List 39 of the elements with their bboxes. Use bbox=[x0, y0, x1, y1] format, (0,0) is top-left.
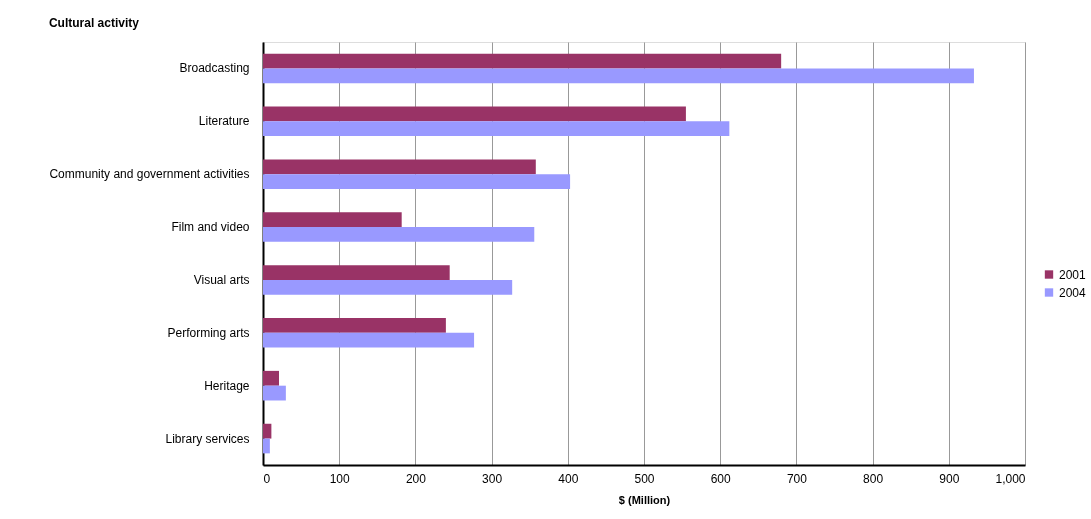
bar bbox=[263, 385, 286, 401]
y-tick-label: Library services bbox=[165, 431, 250, 446]
bar bbox=[263, 279, 513, 295]
bar bbox=[263, 212, 402, 228]
bar bbox=[263, 53, 782, 69]
x-axis-title: $ (Million) bbox=[618, 493, 671, 506]
y-tick-label: Visual arts bbox=[193, 272, 250, 287]
bar bbox=[263, 265, 450, 280]
bar bbox=[263, 332, 475, 348]
x-tick-label: 300 bbox=[482, 471, 503, 486]
x-tick-label: 400 bbox=[558, 471, 579, 486]
bar bbox=[263, 438, 270, 454]
legend-label: 2001 bbox=[1059, 267, 1087, 282]
bar bbox=[263, 370, 279, 386]
x-tick-label: 700 bbox=[786, 471, 808, 486]
x-tick-label: 100 bbox=[329, 471, 351, 486]
bar bbox=[263, 227, 535, 242]
bar bbox=[263, 159, 536, 175]
legend-label: 2004 bbox=[1059, 285, 1087, 300]
x-tick-label: 800 bbox=[863, 471, 884, 486]
x-tick-label: 500 bbox=[634, 471, 655, 486]
bar bbox=[263, 174, 571, 189]
x-tick-label: 200 bbox=[405, 471, 427, 486]
x-tick-label: 0 bbox=[263, 471, 271, 486]
y-tick-label: Performing arts bbox=[167, 325, 250, 340]
x-tick-label: 900 bbox=[939, 471, 960, 486]
y-tick-label: Community and government activities bbox=[49, 167, 250, 182]
bar bbox=[263, 68, 974, 84]
bar bbox=[263, 121, 730, 137]
bar bbox=[263, 318, 446, 333]
bar bbox=[263, 423, 272, 439]
y-tick-label: Broadcasting bbox=[179, 61, 250, 76]
x-tick-label: 1,000 bbox=[995, 471, 1026, 486]
y-tick-label: Heritage bbox=[204, 378, 250, 393]
x-tick-label: 600 bbox=[710, 471, 732, 486]
bar bbox=[263, 106, 686, 122]
y-tick-label: Literature bbox=[198, 114, 250, 129]
text: Cultural activity bbox=[48, 16, 140, 30]
y-tick-label: Film and video bbox=[171, 220, 250, 235]
